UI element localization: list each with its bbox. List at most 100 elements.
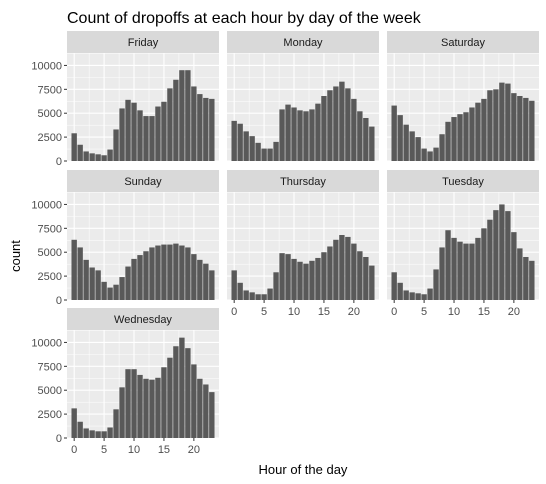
- bar-thursday-hour-1: [237, 282, 243, 300]
- bar-tuesday-hour-14: [475, 237, 481, 300]
- x-tick-label: 20: [188, 444, 200, 456]
- bar-sunday-hour-6: [107, 287, 113, 300]
- strip-label-tuesday: Tuesday: [442, 176, 484, 188]
- bar-thursday-hour-14: [315, 257, 321, 300]
- bar-sunday-hour-16: [167, 244, 173, 300]
- strip-saturday: [387, 31, 539, 53]
- bar-wednesday-hour-1: [77, 421, 83, 438]
- bar-sunday-hour-0: [71, 239, 77, 300]
- y-tick-label: 10000: [31, 337, 62, 349]
- bar-saturday-hour-17: [493, 89, 499, 161]
- bar-thursday-hour-18: [339, 235, 345, 300]
- y-tick-label: 7500: [38, 361, 62, 373]
- bar-thursday-hour-19: [345, 236, 351, 300]
- bar-thursday-hour-7: [273, 272, 279, 300]
- bar-wednesday-hour-8: [119, 387, 125, 438]
- bar-tuesday-hour-21: [517, 248, 523, 300]
- bar-tuesday-hour-15: [481, 228, 487, 300]
- bar-friday-hour-7: [113, 129, 119, 161]
- bar-sunday-hour-14: [155, 245, 161, 300]
- bar-tuesday-hour-4: [415, 293, 421, 300]
- x-tick-label: 0: [231, 306, 237, 318]
- bar-wednesday-hour-6: [107, 427, 113, 438]
- y-tick-label: 7500: [38, 223, 62, 235]
- y-tick-label: 0: [56, 295, 62, 307]
- bar-friday-hour-19: [185, 70, 191, 161]
- bar-thursday-hour-4: [255, 294, 261, 300]
- bar-wednesday-hour-13: [149, 379, 155, 438]
- y-tick-label: 7500: [38, 84, 62, 96]
- y-tick-label: 10000: [31, 199, 62, 211]
- bar-tuesday-hour-5: [421, 294, 427, 300]
- bar-wednesday-hour-7: [113, 409, 119, 438]
- bar-sunday-hour-8: [119, 277, 125, 300]
- y-axis-title: count: [8, 240, 23, 272]
- bar-tuesday-hour-8: [439, 247, 445, 300]
- bar-saturday-hour-18: [499, 82, 505, 161]
- bar-wednesday-hour-12: [143, 378, 149, 438]
- bar-monday-hour-3: [249, 136, 255, 161]
- bar-wednesday-hour-18: [179, 337, 185, 438]
- x-tick-label: 10: [448, 306, 460, 318]
- bar-friday-hour-5: [101, 155, 107, 161]
- bar-friday-hour-9: [125, 99, 131, 161]
- bar-monday-hour-1: [237, 123, 243, 161]
- x-tick-label: 10: [128, 444, 140, 456]
- bar-thursday-hour-2: [243, 290, 249, 300]
- panel-monday: Monday: [227, 31, 379, 162]
- panel-friday: Friday 0 2500 5000 7500 10000: [31, 31, 219, 168]
- bar-saturday-hour-9: [445, 121, 451, 161]
- bar-thursday-hour-22: [363, 256, 369, 300]
- bar-monday-hour-4: [255, 142, 261, 161]
- bar-sunday-hour-15: [161, 244, 167, 300]
- chart-title: Count of dropoffs at each hour by day of…: [67, 10, 422, 27]
- bar-thursday-hour-21: [357, 251, 363, 300]
- strip-tuesday: [387, 170, 539, 192]
- bar-wednesday-hour-0: [71, 408, 77, 438]
- bar-friday-hour-12: [143, 116, 149, 161]
- bar-tuesday-hour-20: [511, 232, 517, 300]
- bar-friday-hour-23: [209, 98, 215, 161]
- bar-thursday-hour-9: [285, 254, 291, 300]
- bar-sunday-hour-9: [125, 266, 131, 300]
- bar-wednesday-hour-21: [197, 378, 203, 438]
- panel-saturday: Saturday: [387, 31, 539, 162]
- bar-monday-hour-22: [363, 117, 369, 161]
- bar-monday-hour-14: [315, 103, 321, 161]
- bar-saturday-hour-16: [487, 90, 493, 161]
- bar-monday-hour-21: [357, 111, 363, 161]
- x-tick-label: 15: [478, 306, 490, 318]
- bar-tuesday-hour-13: [469, 243, 475, 300]
- x-tick-label: 0: [391, 306, 397, 318]
- bar-sunday-hour-5: [101, 281, 107, 300]
- bar-friday-hour-11: [137, 110, 143, 161]
- bar-sunday-hour-1: [77, 247, 83, 300]
- bar-sunday-hour-21: [197, 259, 203, 300]
- bar-monday-hour-10: [291, 107, 297, 161]
- bar-monday-hour-5: [261, 148, 267, 161]
- bar-saturday-hour-3: [409, 131, 415, 161]
- bar-wednesday-hour-2: [83, 428, 89, 438]
- bar-monday-hour-20: [351, 98, 357, 161]
- bar-wednesday-hour-19: [185, 348, 191, 438]
- strip-sunday: [67, 170, 219, 192]
- y-tick-label: 10000: [31, 60, 62, 72]
- bar-monday-hour-19: [345, 88, 351, 161]
- strip-monday: [227, 31, 379, 53]
- bar-monday-hour-12: [303, 111, 309, 161]
- bar-monday-hour-18: [339, 81, 345, 161]
- bar-tuesday-hour-16: [487, 219, 493, 300]
- bar-tuesday-hour-23: [529, 260, 535, 300]
- strip-wednesday: [67, 308, 219, 330]
- bar-monday-hour-0: [231, 120, 237, 161]
- bar-wednesday-hour-9: [125, 369, 131, 438]
- bar-saturday-hour-10: [451, 117, 457, 161]
- bar-thursday-hour-10: [291, 258, 297, 300]
- bar-thursday-hour-11: [297, 261, 303, 300]
- bar-friday-hour-0: [71, 133, 77, 161]
- bar-sunday-hour-17: [173, 243, 179, 300]
- strip-label-saturday: Saturday: [441, 37, 486, 49]
- bar-sunday-hour-18: [179, 245, 185, 300]
- bar-friday-hour-16: [167, 88, 173, 161]
- bar-monday-hour-8: [279, 109, 285, 161]
